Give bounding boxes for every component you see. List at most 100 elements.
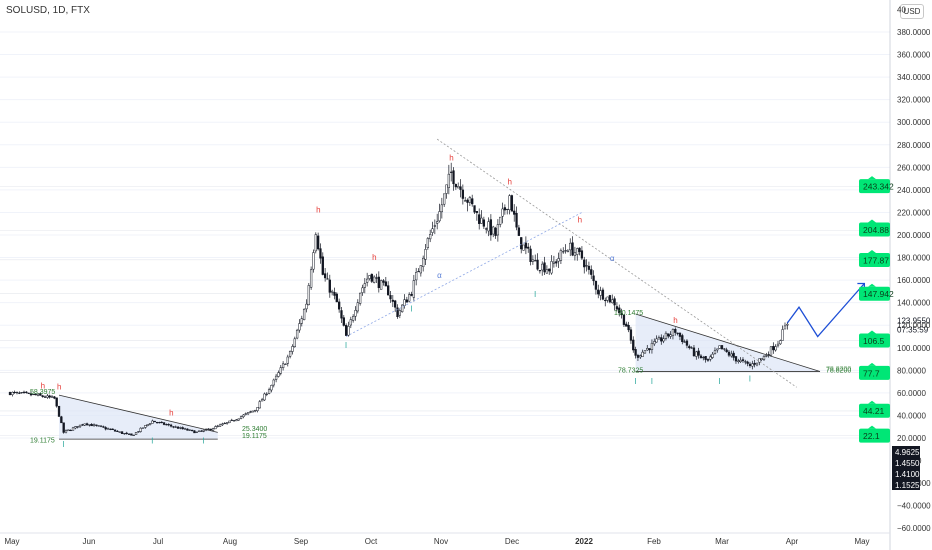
alpha-label: α bbox=[437, 271, 442, 280]
candle-body bbox=[202, 429, 205, 432]
candle-body bbox=[457, 186, 460, 189]
candle-body bbox=[363, 283, 366, 288]
candle-body bbox=[695, 351, 698, 357]
candle-body bbox=[746, 361, 749, 364]
candle-body bbox=[106, 428, 110, 430]
candle-body bbox=[186, 428, 189, 431]
candle-body bbox=[225, 422, 229, 424]
candle-body bbox=[732, 352, 735, 358]
candle-body bbox=[401, 304, 404, 313]
candle-body bbox=[214, 426, 217, 430]
dark-price-label: 1.1525 bbox=[895, 481, 920, 490]
candle-body bbox=[384, 281, 387, 287]
candle-body bbox=[370, 273, 373, 282]
candle-body bbox=[314, 234, 317, 252]
candle-body bbox=[232, 420, 236, 422]
candle-body bbox=[559, 250, 563, 261]
candle-body bbox=[590, 269, 593, 275]
candle-body bbox=[132, 434, 135, 436]
trend-lines bbox=[58, 138, 866, 440]
candle-body bbox=[181, 427, 184, 430]
candle-body bbox=[309, 269, 313, 288]
candle-body bbox=[295, 329, 299, 339]
candle-body bbox=[209, 428, 212, 431]
y-tick-label: 40 bbox=[897, 5, 906, 14]
candle-body bbox=[576, 248, 579, 255]
dotted-trendline bbox=[436, 138, 797, 388]
candle-body bbox=[685, 340, 689, 346]
badge-pointer bbox=[868, 283, 876, 287]
candle-body bbox=[464, 200, 467, 202]
candle-body bbox=[368, 275, 371, 279]
y-tick-label: 120.0000 bbox=[897, 321, 931, 330]
x-tick-label: Sep bbox=[294, 537, 309, 546]
candle-body bbox=[480, 217, 483, 224]
candle-body bbox=[445, 184, 448, 194]
candle-body bbox=[688, 346, 691, 349]
candle-body bbox=[492, 226, 495, 235]
candle-body bbox=[43, 396, 47, 398]
triangle2-end-value: 78.8200 bbox=[826, 368, 851, 375]
last-price: 123.9550 bbox=[897, 317, 931, 326]
y-tick-label: 80.0000 bbox=[897, 366, 926, 375]
candle-body bbox=[615, 306, 619, 310]
candle-body bbox=[62, 422, 65, 433]
candle-body bbox=[468, 197, 472, 203]
candle-body bbox=[253, 409, 257, 412]
y-tick-label: 360.0000 bbox=[897, 51, 931, 60]
candle-body bbox=[718, 345, 721, 349]
candle-body bbox=[569, 242, 572, 251]
candle-body bbox=[438, 211, 441, 222]
candle-body bbox=[60, 416, 63, 424]
candle-body bbox=[375, 277, 378, 279]
x-tick-label: May bbox=[4, 537, 19, 546]
candle-body bbox=[337, 301, 341, 310]
h-label: h bbox=[316, 205, 320, 214]
alpha-label: α bbox=[610, 254, 615, 263]
x-tick-label: May bbox=[854, 537, 869, 546]
candle-body bbox=[244, 413, 247, 415]
candle-body bbox=[8, 392, 12, 396]
candle-body bbox=[258, 401, 261, 409]
candle-body bbox=[190, 429, 194, 431]
candle-body bbox=[249, 411, 252, 413]
target-badge bbox=[859, 333, 890, 348]
candle-body bbox=[751, 363, 754, 367]
y-tick-label: 200.0000 bbox=[897, 231, 931, 240]
candle-body bbox=[725, 349, 728, 353]
y-tick-label: −40.0000 bbox=[897, 502, 931, 511]
candle-body bbox=[92, 424, 96, 426]
candle-body bbox=[403, 299, 406, 306]
triangle2-upper bbox=[635, 313, 821, 372]
currency-button[interactable]: USD bbox=[900, 4, 924, 19]
candle-body bbox=[67, 429, 70, 431]
dark-price-label-bg bbox=[892, 457, 920, 468]
candle-body bbox=[380, 280, 383, 290]
badge-pointer bbox=[868, 330, 876, 334]
candle-body bbox=[207, 428, 210, 430]
candle-body bbox=[564, 250, 567, 252]
y-tick-label: 40.0000 bbox=[897, 411, 926, 420]
x-tick-label: Jul bbox=[153, 537, 163, 546]
candle-body bbox=[53, 396, 56, 399]
dark-price-label: 4.9625 bbox=[895, 448, 920, 457]
candle-body bbox=[333, 291, 336, 296]
h-label: h bbox=[449, 154, 453, 163]
countdown: 07:35:59 bbox=[897, 326, 929, 335]
target-badge-label: 147.942 bbox=[863, 289, 894, 299]
candles bbox=[8, 162, 789, 436]
candle-body bbox=[503, 207, 507, 211]
candle-body bbox=[88, 424, 91, 426]
h-label: h bbox=[41, 381, 45, 390]
candle-body bbox=[776, 343, 780, 347]
y-tick-label: 220.0000 bbox=[897, 208, 931, 217]
candle-body bbox=[606, 296, 609, 301]
candle-body bbox=[408, 294, 411, 302]
candle-body bbox=[674, 329, 677, 333]
triangle2-low-value: 78.7325 bbox=[618, 368, 643, 375]
candle-body bbox=[720, 345, 724, 350]
candle-body bbox=[20, 392, 23, 394]
candle-body bbox=[218, 424, 222, 427]
candle-body bbox=[620, 312, 623, 316]
